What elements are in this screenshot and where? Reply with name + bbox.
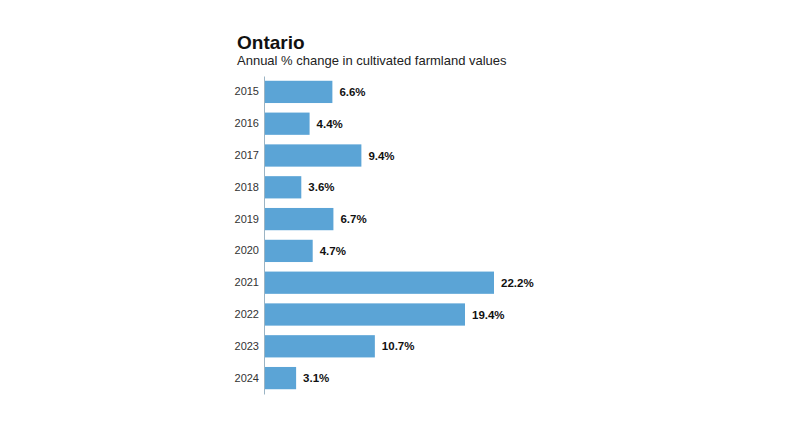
tick: 2019 [235, 213, 264, 225]
tick: 2023 [235, 340, 264, 352]
plot: 2015 2016 2017 2018 2019 2020 2021 2022 2023 2024… [235, 77, 534, 395]
data-label: 3.1% [303, 372, 329, 384]
data-label: 4.7% [320, 245, 346, 257]
data-label: 22.2% [501, 277, 534, 289]
chart: OntarioAnnual % change in cultivated far… [0, 0, 800, 445]
bar [264, 240, 313, 262]
bar [264, 113, 310, 135]
tick: 2020 [235, 244, 264, 256]
bar [264, 272, 494, 294]
tick: 2022 [235, 308, 264, 320]
tick-label: 2017 [235, 149, 259, 161]
tick-label: 2015 [235, 85, 259, 97]
tick: 2017 [235, 149, 264, 161]
tick: 2021 [235, 276, 264, 288]
tick: 2018 [235, 181, 264, 193]
data-label: 6.6% [339, 86, 365, 98]
bar [264, 176, 301, 198]
bar [264, 81, 332, 103]
data-label: 4.4% [317, 118, 343, 130]
tick-label: 2019 [235, 213, 259, 225]
data-labels: 6.6% 4.4% 9.4% 3.6% 6.7% 4.7% 22.2% 19.4% 10.7% 3… [303, 86, 533, 384]
bar [264, 303, 465, 325]
tick-label: 2018 [235, 181, 259, 193]
tick-label: 2016 [235, 117, 259, 129]
data-label: 10.7% [382, 340, 415, 352]
bar [264, 335, 375, 357]
tick-label: 2020 [235, 244, 259, 256]
tick-label: 2021 [235, 276, 259, 288]
tick: 2016 [235, 117, 264, 129]
bar [264, 367, 296, 389]
tick-label: 2022 [235, 308, 259, 320]
tick: 2015 [235, 85, 264, 97]
data-label: 19.4% [472, 309, 505, 321]
title: Ontario [237, 32, 305, 53]
tick-label: 2023 [235, 340, 259, 352]
subtitle: Annual % change in cultivated farmland v… [237, 53, 507, 68]
data-label: 9.4% [368, 150, 394, 162]
bar [264, 208, 333, 230]
data-label: 3.6% [308, 181, 334, 193]
axis-line [264, 77, 265, 395]
y-axis: 2015 2016 2017 2018 2019 2020 2021 2022 2023 2024 [235, 77, 265, 395]
bar [264, 144, 361, 166]
tick: 2024 [235, 372, 264, 384]
tick-label: 2024 [235, 372, 259, 384]
data-label: 6.7% [340, 213, 366, 225]
bars [264, 81, 494, 389]
